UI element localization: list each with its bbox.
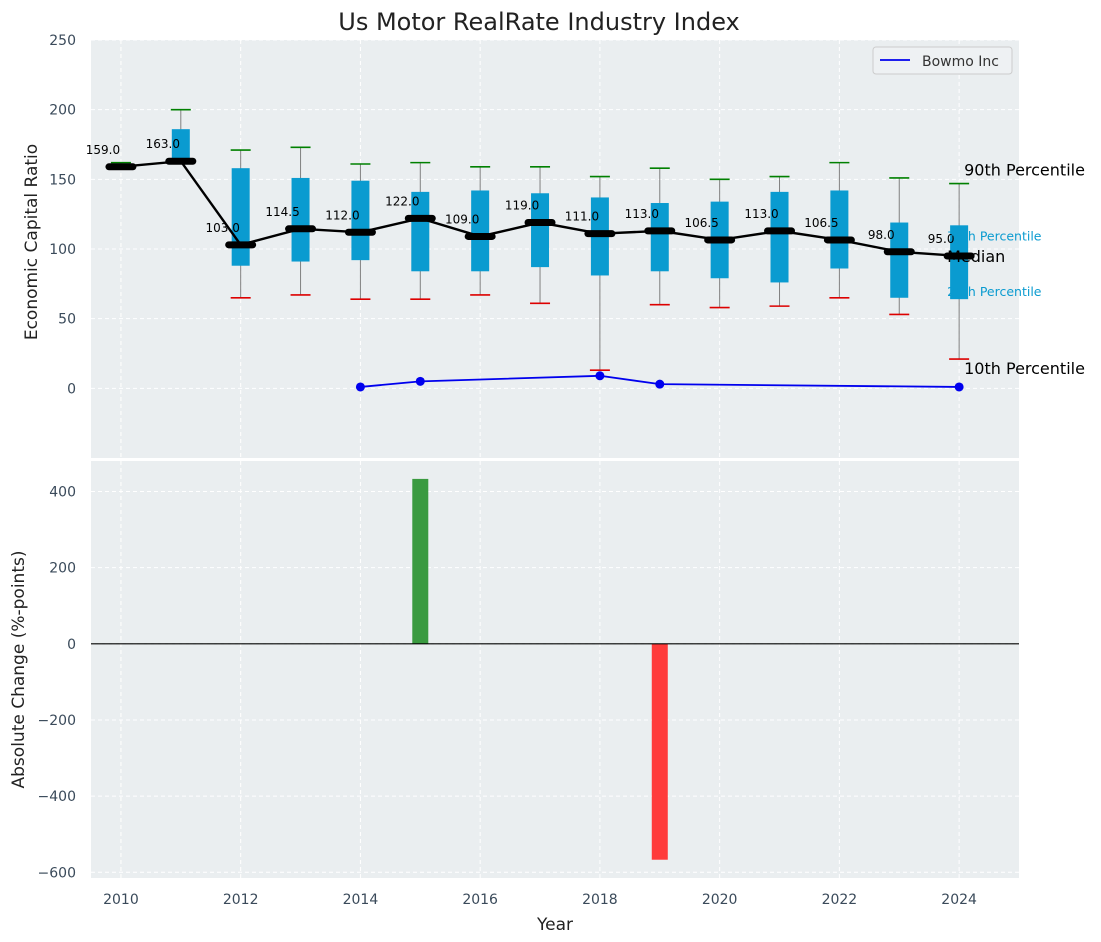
top-y-tick-label: 150 [49, 172, 76, 188]
bar-positive [412, 478, 429, 644]
median-labels: 159.0 163.0 103.0 114.5 112.0 122.0 109.0 119.0… [86, 137, 955, 246]
top-y-tick-label: 100 [49, 242, 76, 258]
box-iqr [171, 129, 190, 162]
box-iqr [351, 180, 370, 261]
box-series [110, 108, 970, 372]
median-value-label: 109.0 [445, 212, 479, 226]
median-value-label: 95.0 [928, 232, 955, 246]
bottom-plot-background [91, 461, 1019, 878]
series-point [954, 382, 964, 392]
bottom-y-tick-label: −200 [38, 713, 76, 729]
series-point [655, 379, 665, 389]
top-y-tick-label: 0 [67, 381, 76, 397]
median-value-label: 106.5 [684, 216, 718, 230]
x-tick-label: 2020 [702, 892, 738, 908]
x-tick-label: 2022 [822, 892, 858, 908]
x-tick-label: 2016 [462, 892, 498, 908]
top-y-ticks: 0 50 100 150 200 250 [49, 33, 76, 397]
median-value-label: 119.0 [505, 199, 539, 213]
median-value-label: 98.0 [868, 228, 895, 242]
x-tick-label: 2018 [582, 892, 618, 908]
top-y-axis-label: Economic Capital Ratio [22, 144, 42, 340]
median-value-label: 163.0 [146, 137, 180, 151]
median-value-label: 113.0 [744, 207, 778, 221]
legend: Bowmo Inc [872, 46, 1013, 75]
annotation-p10: 10th Percentile [964, 359, 1085, 378]
legend-label: Bowmo Inc [922, 54, 999, 70]
x-tick-label: 2010 [103, 892, 139, 908]
box-iqr [650, 203, 669, 272]
bowmo-series [355, 371, 964, 392]
box-iqr [770, 191, 789, 283]
median-value-label: 113.0 [625, 207, 659, 221]
median-value-label: 111.0 [565, 210, 599, 224]
percentile-annotations: 90th Percentile 75th Percentile Median 2… [947, 161, 1085, 379]
median-line-group [105, 157, 975, 260]
annotation-p25: 25th Percentile [947, 284, 1042, 299]
bottom-panel: −600 −400 −200 0 200 400 2010 2012 2014 2016 2018… [9, 461, 1019, 935]
bottom-y-tick-label: −600 [38, 865, 76, 881]
annotation-p90: 90th Percentile [964, 161, 1085, 180]
box-iqr [830, 190, 849, 269]
series-point [415, 376, 425, 386]
top-y-tick-label: 200 [49, 103, 76, 119]
box-iqr [411, 191, 430, 272]
top-panel: 0 50 100 150 200 250 159.0 163.0 103.0 114.5 112.… [22, 8, 1085, 458]
box-iqr [471, 190, 490, 272]
series-point [355, 382, 365, 392]
median-value-label: 114.5 [265, 205, 299, 219]
bottom-y-tick-label: 400 [49, 484, 76, 500]
bottom-y-axis-label: Absolute Change (%-points) [9, 551, 29, 789]
bottom-y-tick-label: 0 [67, 637, 76, 653]
change-bars [412, 478, 668, 860]
x-tick-label: 2024 [941, 892, 977, 908]
bottom-y-tick-label: 200 [49, 561, 76, 577]
bar-negative [651, 643, 668, 860]
bottom-y-ticks: −600 −400 −200 0 200 400 [38, 484, 76, 881]
median-value-label: 106.5 [804, 216, 838, 230]
box-iqr [950, 225, 969, 300]
bottom-y-tick-label: −400 [38, 789, 76, 805]
box-iqr [531, 193, 550, 268]
median-value-label: 159.0 [86, 143, 120, 157]
annotation-median: Median [947, 247, 1005, 266]
chart-title: Us Motor RealRate Industry Index [338, 8, 740, 36]
series-point [595, 371, 605, 381]
box-iqr [231, 168, 250, 266]
box-iqr [291, 177, 310, 262]
x-tick-label: 2014 [343, 892, 379, 908]
top-y-tick-label: 250 [49, 33, 76, 49]
median-value-label: 103.0 [205, 221, 239, 235]
x-axis-label: Year [536, 915, 573, 935]
median-value-label: 122.0 [385, 194, 419, 208]
top-y-tick-label: 50 [58, 312, 76, 328]
legend-box [872, 46, 1013, 75]
median-value-label: 112.0 [325, 208, 359, 222]
box-iqr [890, 222, 909, 298]
x-ticks: 2010 2012 2014 2016 2018 2020 2022 2024 [103, 892, 977, 908]
annotation-p75: 75th Percentile [947, 228, 1042, 243]
x-tick-label: 2012 [223, 892, 259, 908]
